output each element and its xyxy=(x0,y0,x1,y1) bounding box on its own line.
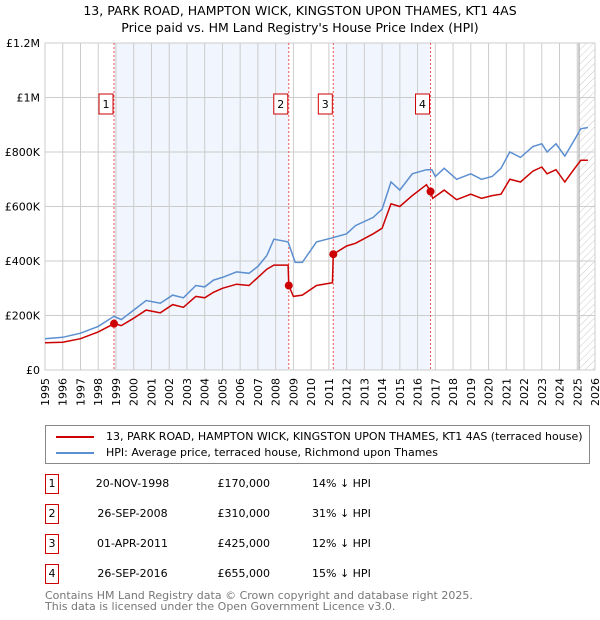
y-tick-label: £600K xyxy=(5,201,41,214)
legend-item-property: 13, PARK ROAD, HAMPTON WICK, KINGSTON UP… xyxy=(56,430,583,443)
x-tick-label: 2018 xyxy=(447,378,460,406)
x-tick-label: 2007 xyxy=(252,378,265,406)
x-tick-label: 2024 xyxy=(554,378,567,406)
sale-price: £655,000 xyxy=(217,567,271,580)
sale-point xyxy=(426,187,435,196)
x-tick-label: 2016 xyxy=(412,378,425,406)
red-line-swatch xyxy=(56,435,94,438)
sale-hpi-diff: 14% ↓ HPI xyxy=(312,477,371,490)
x-tick-label: 2026 xyxy=(589,378,600,406)
x-tick-label: 2002 xyxy=(163,378,176,406)
x-tick-label: 2010 xyxy=(305,378,318,406)
sale-number: 2 xyxy=(45,504,59,524)
blue-line-swatch xyxy=(56,451,94,454)
sale-point xyxy=(284,281,293,290)
x-tick-label: 2006 xyxy=(234,378,247,406)
legend: 13, PARK ROAD, HAMPTON WICK, KINGSTON UP… xyxy=(45,425,590,464)
price-chart: 1995 1996 1997 1998 1999 2000 2001 2002 2003 2004… xyxy=(5,37,600,406)
x-tick-label: 2019 xyxy=(465,378,478,406)
sale-date: 20-NOV-1998 xyxy=(95,477,170,490)
y-tick-label: £0 xyxy=(26,364,40,377)
sale-hpi-diff: 31% ↓ HPI xyxy=(312,507,371,520)
footer-licence: This data is licensed under the Open Gov… xyxy=(45,600,396,613)
sale-label-box xyxy=(415,93,431,115)
x-tick-label: 1998 xyxy=(92,378,105,406)
x-tick-label: 2009 xyxy=(287,378,300,406)
sale-label-number: 2 xyxy=(277,98,284,111)
x-tick-label: 2015 xyxy=(394,378,407,406)
legend-label: HPI: Average price, terraced house, Rich… xyxy=(106,446,438,459)
x-tick-label: 2001 xyxy=(145,378,158,406)
sale-label-number: 1 xyxy=(103,98,110,111)
sale-number: 3 xyxy=(45,534,59,554)
sale-number: 4 xyxy=(45,564,59,584)
x-tick-label: 2008 xyxy=(270,378,283,406)
sale-hpi-diff: 12% ↓ HPI xyxy=(312,537,371,550)
x-tick-label: 2011 xyxy=(323,378,336,406)
y-tick-label: £200K xyxy=(5,310,41,323)
x-tick-label: 2003 xyxy=(181,378,194,406)
y-tick-label: £1M xyxy=(17,92,41,105)
y-tick-label: £400K xyxy=(5,255,41,268)
legend-label: 13, PARK ROAD, HAMPTON WICK, KINGSTON UP… xyxy=(106,430,583,443)
x-tick-label: 2022 xyxy=(518,378,531,406)
x-tick-label: 2023 xyxy=(536,378,549,406)
x-tick-label: 1996 xyxy=(57,378,70,406)
x-tick-label: 1999 xyxy=(110,378,123,406)
plot-border xyxy=(44,42,596,371)
sale-label-box xyxy=(98,93,114,115)
chart-title: 13, PARK ROAD, HAMPTON WICK, KINGSTON UP… xyxy=(83,3,517,18)
y-tick-label: £800K xyxy=(5,146,41,159)
sale-number: 1 xyxy=(45,474,59,494)
x-tick-label: 2005 xyxy=(216,378,229,406)
x-tick-label: 1995 xyxy=(39,378,52,406)
y-tick-label: £1.2M xyxy=(6,37,40,50)
x-tick-label: 2000 xyxy=(128,378,141,406)
x-tick-label: 2013 xyxy=(358,378,371,406)
footer-copyright: Contains HM Land Registry data © Crown c… xyxy=(45,589,473,602)
x-tick-label: 2014 xyxy=(376,378,389,406)
sale-date: 26-SEP-2016 xyxy=(97,567,168,580)
sale-label-number: 3 xyxy=(322,98,329,111)
hpi-series-line xyxy=(44,126,589,340)
sale-label-number: 4 xyxy=(419,98,426,111)
sale-price: £170,000 xyxy=(217,477,271,490)
x-tick-label: 2012 xyxy=(341,378,354,406)
x-tick-label: 2025 xyxy=(571,378,584,406)
sale-label-box xyxy=(317,93,333,115)
x-tick-label: 2017 xyxy=(429,378,442,406)
sale-label-box xyxy=(273,93,289,115)
x-tick-label: 2004 xyxy=(199,378,212,406)
sale-point xyxy=(329,250,338,259)
chart-subtitle: Price paid vs. HM Land Registry's House … xyxy=(121,20,479,35)
x-tick-label: 1997 xyxy=(74,378,87,406)
sale-hpi-diff: 15% ↓ HPI xyxy=(312,567,371,580)
sale-point xyxy=(110,319,119,328)
sale-date: 26-SEP-2008 xyxy=(97,507,168,520)
sale-price: £425,000 xyxy=(217,537,271,550)
sale-date: 01-APR-2011 xyxy=(96,537,169,550)
x-tick-label: 2020 xyxy=(483,378,496,406)
legend-item-hpi: HPI: Average price, terraced house, Rich… xyxy=(56,446,438,459)
sale-price: £310,000 xyxy=(217,507,271,520)
x-tick-label: 2021 xyxy=(500,378,513,406)
